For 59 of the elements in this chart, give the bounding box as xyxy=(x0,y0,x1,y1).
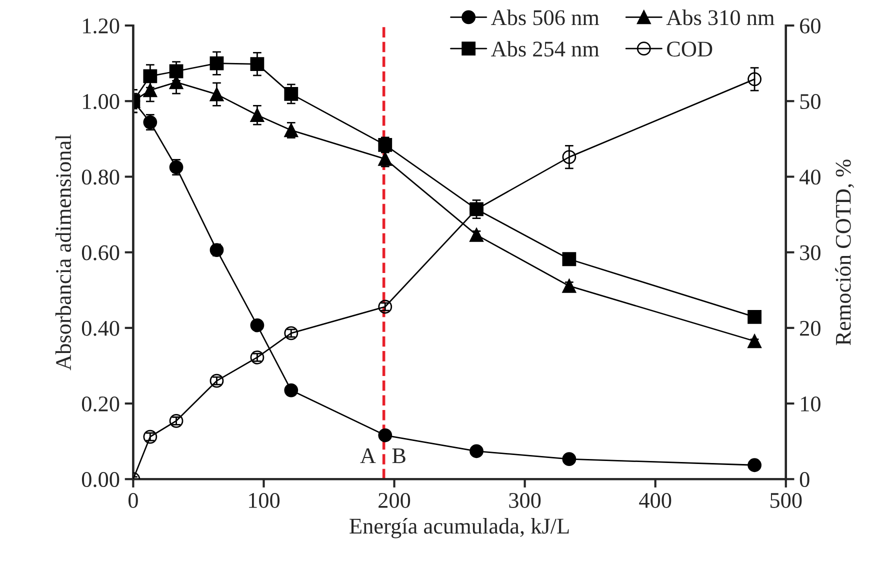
point xyxy=(210,56,224,70)
point xyxy=(748,334,762,348)
x-tick-label: 200 xyxy=(378,492,410,508)
point xyxy=(169,64,184,78)
point xyxy=(748,458,762,472)
y-tick-label: 0.80 xyxy=(82,170,120,185)
y2-tick-label: 60 xyxy=(800,18,820,34)
y2-tick-label: 50 xyxy=(800,94,820,110)
point xyxy=(250,108,264,122)
x-tick-label: 0 xyxy=(128,492,138,508)
legend-label: Abs 254 nm xyxy=(491,40,600,57)
x-tick-label: 400 xyxy=(639,492,672,508)
legend-label: COD xyxy=(667,42,712,57)
point xyxy=(250,350,264,364)
point xyxy=(562,279,576,293)
point xyxy=(284,86,298,101)
point xyxy=(250,318,264,332)
y-tick-label: 0.20 xyxy=(82,396,120,412)
point xyxy=(143,69,158,84)
x-tick-label: 500 xyxy=(770,492,802,508)
point xyxy=(562,452,576,466)
point xyxy=(284,383,298,398)
y2-tick-label: 20 xyxy=(800,320,820,336)
y-tick-label: 1.20 xyxy=(83,18,120,34)
point xyxy=(378,152,392,166)
y-axis-title: Absorbancia adimensional xyxy=(55,134,72,370)
point xyxy=(210,87,224,102)
point xyxy=(470,228,484,242)
annotation: A xyxy=(360,448,376,464)
y2-tick-label: 30 xyxy=(800,245,820,260)
point xyxy=(284,326,298,340)
point xyxy=(470,444,484,458)
y2-tick-label: 10 xyxy=(801,396,820,412)
point xyxy=(210,374,224,388)
point xyxy=(143,83,158,98)
annotation: B xyxy=(392,448,406,464)
point xyxy=(748,72,762,86)
point xyxy=(210,243,224,257)
point xyxy=(143,430,158,444)
x-tick-label: 100 xyxy=(249,492,280,508)
x-axis-title: Energía acumulada, kJ/L xyxy=(350,518,569,538)
y2-axis-title: Remoción COTD, % xyxy=(835,160,854,346)
y2-tick-label: 40 xyxy=(800,170,820,185)
y-tick-label: 1.00 xyxy=(83,94,120,110)
point xyxy=(378,300,392,314)
point xyxy=(378,428,392,442)
point xyxy=(748,310,762,324)
y-tick-label: 0.60 xyxy=(82,245,120,260)
legend-label: Abs 506 nm xyxy=(491,10,600,26)
y2-tick-label: 0 xyxy=(800,472,810,488)
point xyxy=(250,57,264,72)
y-tick-label: 0.40 xyxy=(82,320,120,336)
y-tick-label: 0.00 xyxy=(82,472,120,488)
point xyxy=(562,252,576,266)
point xyxy=(562,150,576,164)
legend-label: Abs 310 nm xyxy=(666,10,774,26)
point xyxy=(378,138,392,152)
x-tick-label: 300 xyxy=(509,492,541,508)
point xyxy=(169,414,184,428)
